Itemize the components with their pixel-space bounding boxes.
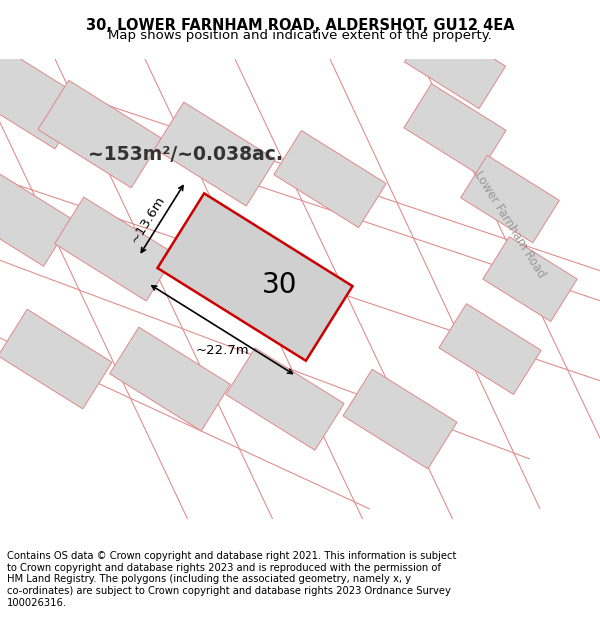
Polygon shape	[274, 131, 386, 228]
Polygon shape	[55, 197, 175, 301]
Polygon shape	[439, 304, 541, 394]
Polygon shape	[404, 84, 506, 174]
Text: ~153m²/~0.038ac.: ~153m²/~0.038ac.	[88, 144, 283, 164]
Polygon shape	[0, 172, 73, 266]
Polygon shape	[461, 156, 559, 242]
Text: Contains OS data © Crown copyright and database right 2021. This information is : Contains OS data © Crown copyright and d…	[7, 551, 457, 608]
Polygon shape	[483, 237, 577, 321]
Text: ~22.7m: ~22.7m	[196, 344, 249, 357]
Polygon shape	[38, 81, 162, 188]
Text: 30, LOWER FARNHAM ROAD, ALDERSHOT, GU12 4EA: 30, LOWER FARNHAM ROAD, ALDERSHOT, GU12 …	[86, 18, 514, 32]
Polygon shape	[155, 102, 275, 206]
Polygon shape	[0, 309, 112, 409]
Text: Lower Farnham Road: Lower Farnham Road	[472, 168, 548, 280]
Polygon shape	[0, 49, 86, 149]
Polygon shape	[343, 369, 457, 469]
Polygon shape	[157, 193, 353, 361]
Polygon shape	[404, 19, 506, 109]
Polygon shape	[110, 327, 230, 431]
Polygon shape	[226, 348, 344, 450]
Text: ~13.6m: ~13.6m	[128, 193, 168, 245]
Text: 30: 30	[262, 271, 298, 299]
Text: Map shows position and indicative extent of the property.: Map shows position and indicative extent…	[108, 29, 492, 42]
